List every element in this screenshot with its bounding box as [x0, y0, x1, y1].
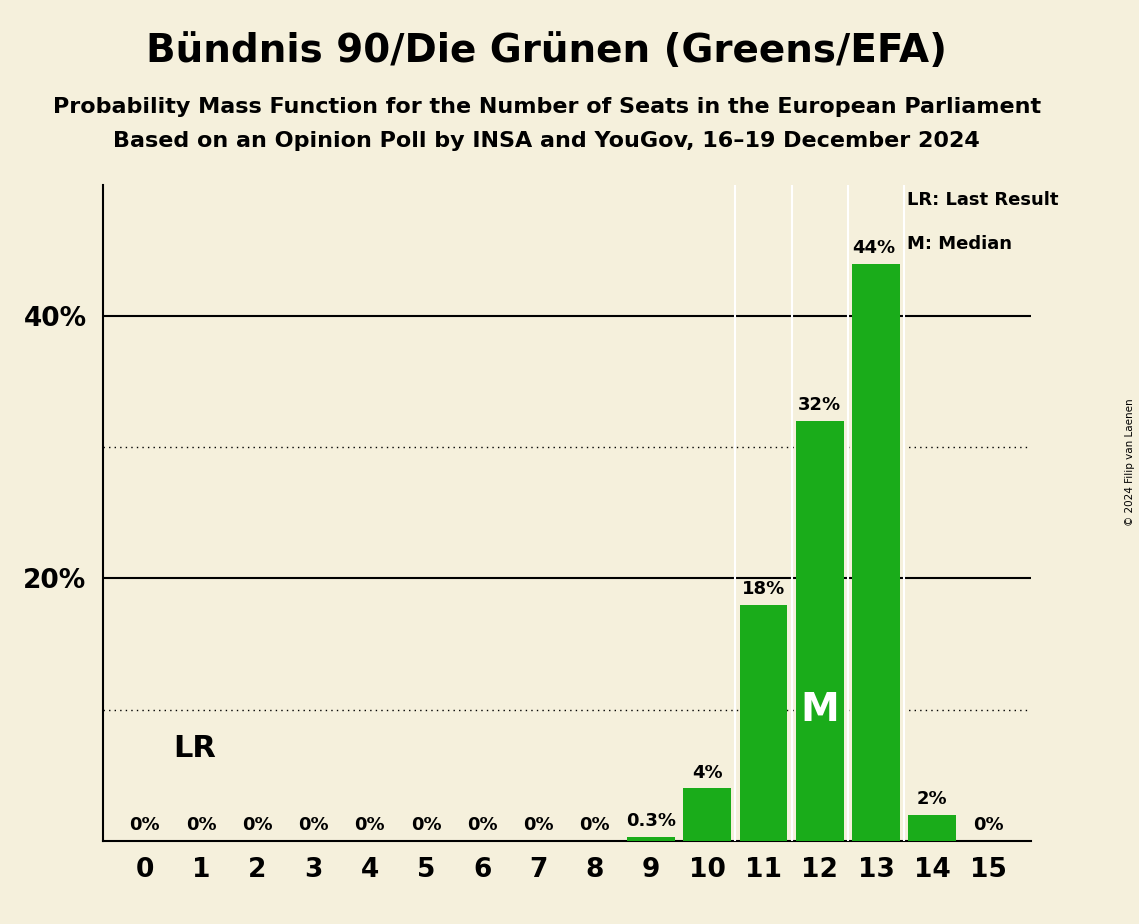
Text: M: M — [801, 690, 839, 729]
Text: Based on an Opinion Poll by INSA and YouGov, 16–19 December 2024: Based on an Opinion Poll by INSA and You… — [114, 131, 980, 152]
Bar — [739, 604, 787, 841]
Bar — [683, 788, 731, 841]
Text: Probability Mass Function for the Number of Seats in the European Parliament: Probability Mass Function for the Number… — [52, 97, 1041, 117]
Text: M: Median: M: Median — [907, 235, 1013, 252]
Text: 2%: 2% — [917, 790, 948, 808]
Text: 0%: 0% — [411, 816, 441, 834]
Bar — [909, 815, 957, 841]
Text: 0%: 0% — [523, 816, 554, 834]
Text: 0%: 0% — [186, 816, 216, 834]
Text: 0%: 0% — [580, 816, 611, 834]
Text: 0%: 0% — [467, 816, 498, 834]
Text: 32%: 32% — [798, 396, 842, 414]
Text: 44%: 44% — [852, 239, 895, 257]
Text: LR: LR — [173, 735, 215, 763]
Text: 18%: 18% — [741, 580, 785, 598]
Text: 4%: 4% — [693, 764, 722, 782]
Text: LR: Last Result: LR: Last Result — [907, 191, 1058, 210]
Text: 0%: 0% — [241, 816, 272, 834]
Text: 0%: 0% — [354, 816, 385, 834]
Text: © 2024 Filip van Laenen: © 2024 Filip van Laenen — [1125, 398, 1134, 526]
Bar — [852, 263, 900, 841]
Text: Bündnis 90/Die Grünen (Greens/EFA): Bündnis 90/Die Grünen (Greens/EFA) — [146, 32, 948, 70]
Bar — [796, 421, 844, 841]
Text: 0%: 0% — [974, 816, 1003, 834]
Text: 0.3%: 0.3% — [626, 812, 677, 831]
Text: 0%: 0% — [298, 816, 329, 834]
Text: 0%: 0% — [130, 816, 159, 834]
Bar — [628, 837, 675, 841]
